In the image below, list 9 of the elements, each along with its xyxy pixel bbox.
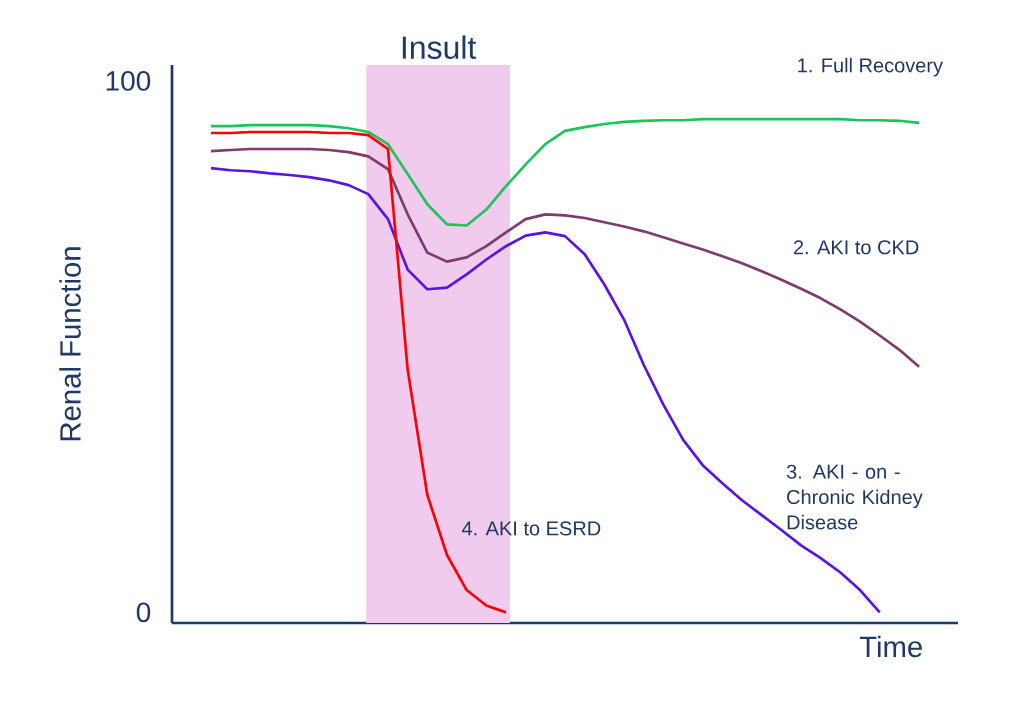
- y-axis-title: Renal Function: [59, 247, 81, 441]
- y-tick-label: 100: [106, 71, 151, 91]
- series-label: 2. AKI to CKD: [793, 240, 919, 255]
- series-label: 3. AKI - on - Chronic Kidney Disease: [786, 464, 923, 530]
- x-axis-title: Time: [859, 635, 922, 658]
- y-tick-label: 0: [136, 602, 151, 623]
- series-label: 4. AKI to ESRD: [461, 521, 601, 536]
- text: Insult: [402, 35, 477, 59]
- text: 1. Full Recovery: [798, 57, 943, 77]
